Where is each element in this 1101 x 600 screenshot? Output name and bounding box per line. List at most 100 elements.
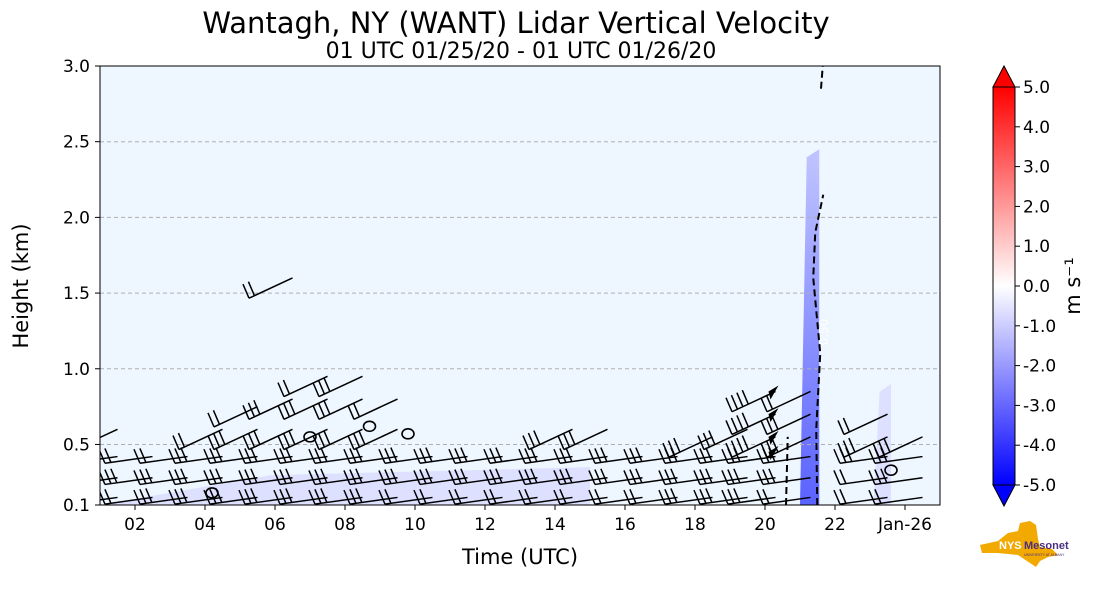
barb-feather bbox=[174, 448, 182, 463]
barb-shaft bbox=[178, 428, 223, 451]
colorbar: 5.0 4.0 3.0 2.0 1.0 0.0 -1.0 -2.0 -3.0 -4.0 -5.0 bbox=[992, 64, 1056, 508]
barb-feather bbox=[699, 448, 707, 463]
plot-frame bbox=[99, 65, 941, 506]
barb-feather bbox=[741, 412, 750, 428]
barb-feather bbox=[242, 405, 250, 420]
wind-barb bbox=[725, 389, 776, 413]
barb-feather bbox=[557, 435, 565, 450]
barb-feather bbox=[285, 447, 293, 462]
barb-feather bbox=[413, 470, 421, 485]
barb-shaft bbox=[283, 398, 328, 420]
barb-feather bbox=[180, 447, 188, 462]
barb-feather bbox=[215, 488, 223, 503]
barb-feather bbox=[244, 448, 252, 463]
colorbar-extend-min bbox=[992, 484, 1016, 508]
barb-feather bbox=[848, 437, 856, 453]
barb-feather bbox=[273, 448, 281, 464]
barb-shaft bbox=[248, 428, 293, 451]
barb-feather bbox=[343, 448, 351, 464]
barb-feather bbox=[390, 468, 398, 484]
barb-feather bbox=[180, 468, 188, 484]
barb-feather bbox=[736, 392, 744, 407]
barb-feather bbox=[355, 468, 363, 484]
barb-pennant bbox=[768, 446, 779, 461]
barb-feather bbox=[308, 470, 316, 485]
barb-feather bbox=[524, 448, 532, 463]
wind-barb bbox=[872, 436, 923, 458]
barb-feather bbox=[343, 489, 351, 505]
barb-feather bbox=[104, 488, 112, 504]
barb-feather bbox=[874, 469, 882, 484]
barb-feather bbox=[145, 468, 153, 484]
colorbar-ticks: 5.0 4.0 3.0 2.0 1.0 0.0 -1.0 -2.0 -3.0 -4.0 -5.0 bbox=[1015, 78, 1056, 496]
x-axis-label: Time (UTC) bbox=[461, 545, 578, 569]
barb-feather bbox=[282, 379, 291, 395]
y-tick-label: 1.5 bbox=[63, 284, 90, 304]
wind-barb bbox=[100, 428, 118, 439]
barb-feather bbox=[877, 440, 886, 455]
barb-feather bbox=[693, 470, 701, 485]
barb-shaft bbox=[874, 496, 923, 505]
barb-feather bbox=[247, 402, 256, 418]
barb-feather bbox=[413, 489, 421, 505]
barb-feather bbox=[762, 488, 770, 504]
barb-feather bbox=[702, 432, 711, 448]
barb-feather bbox=[133, 448, 141, 464]
barb-feather bbox=[215, 447, 223, 462]
colorbar-tick-label: 4.0 bbox=[1023, 118, 1050, 138]
colorbar-tick-label: 5.0 bbox=[1023, 78, 1050, 98]
barb-feather bbox=[378, 448, 386, 464]
barb-feather bbox=[489, 448, 497, 463]
colorbar-extend-max bbox=[992, 64, 1016, 88]
barb-feather bbox=[721, 489, 729, 505]
barb-feather bbox=[658, 470, 666, 485]
barb-shaft bbox=[731, 413, 776, 436]
colorbar-tick-label: -2.0 bbox=[1023, 357, 1056, 377]
barb-pennant bbox=[768, 408, 779, 423]
barb-feather bbox=[454, 448, 462, 463]
barb-feather bbox=[174, 469, 182, 484]
wind-barb bbox=[207, 428, 258, 451]
y-tick-label: 0.1 bbox=[63, 496, 90, 516]
barb-feather bbox=[207, 435, 215, 450]
barb-shaft bbox=[766, 413, 811, 436]
colorbar-tick-label: -5.0 bbox=[1023, 476, 1056, 496]
barb-feather bbox=[215, 468, 223, 484]
barb-feather bbox=[623, 489, 631, 505]
barb-feather bbox=[730, 417, 739, 433]
barb-feather bbox=[317, 402, 326, 418]
wind-barb bbox=[277, 428, 328, 451]
wind-barb bbox=[518, 468, 573, 486]
barb-feather bbox=[314, 469, 322, 484]
y-tick-label: 3.0 bbox=[63, 57, 90, 77]
barb-feather bbox=[518, 470, 526, 485]
barb-feather bbox=[697, 435, 705, 450]
grid-lines bbox=[100, 141, 940, 445]
barb-feather bbox=[349, 469, 357, 484]
barb-feather bbox=[883, 437, 891, 453]
wind-barb bbox=[522, 428, 573, 451]
barb-feather bbox=[833, 470, 841, 485]
barb-feather bbox=[64, 470, 70, 484]
barb-shaft bbox=[843, 413, 888, 436]
barb-feather bbox=[765, 417, 774, 433]
barb-feather bbox=[730, 440, 739, 455]
logo-mesonet: Mesonet bbox=[1024, 540, 1069, 552]
wind-barb bbox=[347, 428, 398, 451]
barb-feather bbox=[760, 397, 768, 413]
downdraft-region bbox=[100, 467, 590, 505]
barb-feather bbox=[756, 489, 764, 505]
barb-feather bbox=[349, 448, 357, 463]
barb-feather bbox=[518, 489, 526, 505]
barb-feather bbox=[667, 440, 676, 455]
wind-barb bbox=[868, 468, 923, 486]
x-tick-label: 14 bbox=[544, 515, 566, 535]
barb-feather bbox=[765, 394, 774, 410]
barb-feather bbox=[730, 394, 739, 410]
wind-barb bbox=[868, 488, 923, 505]
new-york-state-shape bbox=[980, 521, 1058, 567]
barb-feather bbox=[670, 468, 678, 484]
barb-feather bbox=[874, 488, 882, 504]
barb-feather bbox=[693, 448, 701, 464]
